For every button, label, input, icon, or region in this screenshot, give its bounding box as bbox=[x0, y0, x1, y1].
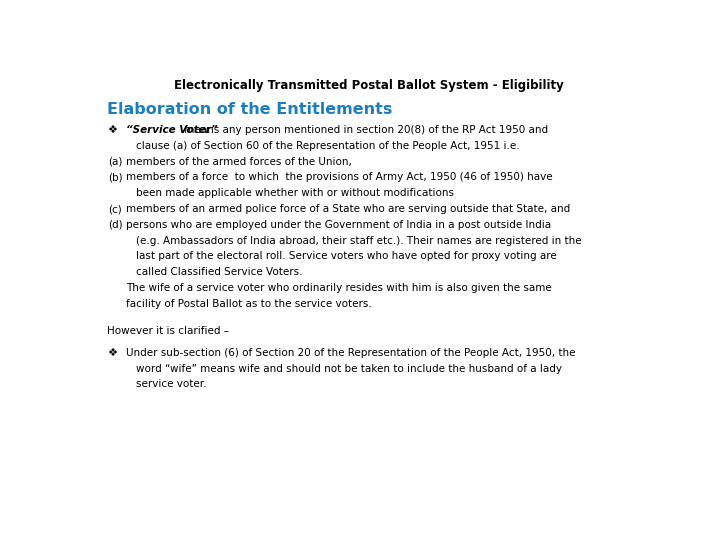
Text: ❖: ❖ bbox=[107, 348, 117, 358]
Text: been made applicable whether with or without modifications: been made applicable whether with or wit… bbox=[136, 188, 454, 198]
Text: Electronically Transmitted Postal Ballot System - Eligibility: Electronically Transmitted Postal Ballot… bbox=[174, 79, 564, 92]
Text: members of a force  to which  the provisions of Army Act, 1950 (46 of 1950) have: members of a force to which the provisio… bbox=[126, 172, 553, 183]
Text: (c): (c) bbox=[108, 204, 122, 214]
Text: (a): (a) bbox=[108, 157, 122, 167]
Text: word “wife” means wife and should not be taken to include the husband of a lady: word “wife” means wife and should not be… bbox=[136, 363, 562, 374]
Text: called Classified Service Voters.: called Classified Service Voters. bbox=[136, 267, 302, 278]
Text: clause (a) of Section 60 of the Representation of the People Act, 1951 i.e.: clause (a) of Section 60 of the Represen… bbox=[136, 141, 519, 151]
Text: (b): (b) bbox=[108, 172, 122, 183]
Text: means any person mentioned in section 20(8) of the RP Act 1950 and: means any person mentioned in section 20… bbox=[181, 125, 548, 135]
Text: However it is clarified –: However it is clarified – bbox=[107, 326, 229, 336]
Text: The wife of a service voter who ordinarily resides with him is also given the sa: The wife of a service voter who ordinari… bbox=[126, 283, 552, 293]
Text: members of an armed police force of a State who are serving outside that State, : members of an armed police force of a St… bbox=[126, 204, 570, 214]
Text: “Service Voter”: “Service Voter” bbox=[126, 125, 218, 135]
Text: last part of the electoral roll. Service voters who have opted for proxy voting : last part of the electoral roll. Service… bbox=[136, 252, 557, 261]
Text: service voter.: service voter. bbox=[136, 380, 206, 389]
Text: persons who are employed under the Government of India in a post outside India: persons who are employed under the Gover… bbox=[126, 220, 552, 230]
Text: members of the armed forces of the Union,: members of the armed forces of the Union… bbox=[126, 157, 352, 167]
Text: Elaboration of the Entitlements: Elaboration of the Entitlements bbox=[107, 102, 392, 117]
Text: facility of Postal Ballot as to the service voters.: facility of Postal Ballot as to the serv… bbox=[126, 299, 372, 309]
Text: (e.g. Ambassadors of India abroad, their staff etc.). Their names are registered: (e.g. Ambassadors of India abroad, their… bbox=[136, 235, 581, 246]
Text: Under sub-section (6) of Section 20 of the Representation of the People Act, 195: Under sub-section (6) of Section 20 of t… bbox=[126, 348, 576, 358]
Text: (d): (d) bbox=[108, 220, 122, 230]
Text: ❖: ❖ bbox=[107, 125, 117, 135]
